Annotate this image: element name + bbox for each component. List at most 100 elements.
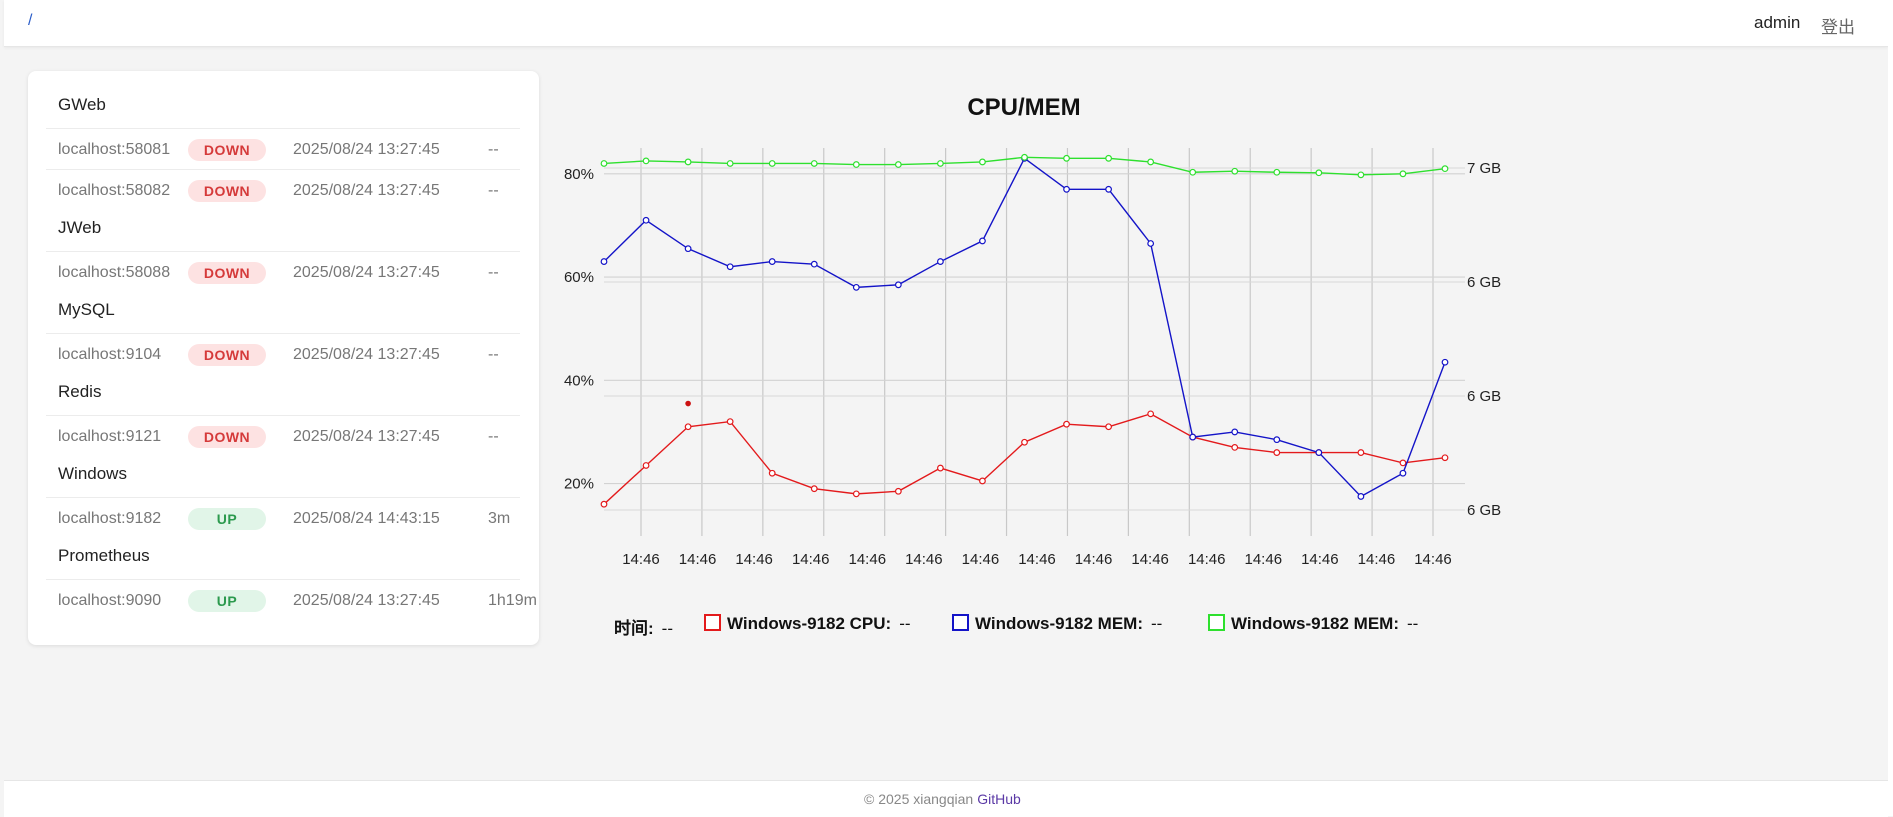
- last-scrape-time: 2025/08/24 13:27:45: [293, 141, 440, 158]
- targets-card: GWeb localhost:58081 DOWN 2025/08/24 13:27:…: [28, 71, 539, 645]
- uptime-duration: 1h19m: [488, 592, 537, 609]
- target-host: localhost:58081: [58, 141, 171, 158]
- x-tick-label: 14:46: [622, 551, 660, 568]
- series-point: [1147, 410, 1155, 418]
- series-point: [1441, 454, 1449, 462]
- target-row[interactable]: localhost:58088 DOWN 2025/08/24 13:27:45 --: [46, 251, 520, 293]
- group-title: Redis: [58, 382, 102, 401]
- series-point: [1231, 167, 1239, 175]
- uptime-duration: --: [488, 141, 499, 158]
- legend-series-mem-blue-label: Windows-9182 MEM: [975, 614, 1138, 633]
- target-row[interactable]: localhost:9121 DOWN 2025/08/24 13:27:45 --: [46, 415, 520, 457]
- legend-swatch-mem-green: [1208, 614, 1225, 631]
- y-tick-label-left: 60%: [564, 269, 594, 286]
- status-badge: DOWN: [188, 262, 266, 284]
- legend-swatch-cpu: [704, 614, 721, 631]
- status-badge: DOWN: [188, 426, 266, 448]
- footer: © 2025 xiangqian GitHub: [4, 780, 1888, 817]
- last-scrape-time: 2025/08/24 14:43:15: [293, 510, 440, 527]
- series-point: [937, 160, 944, 167]
- group-title: JWeb: [58, 218, 102, 237]
- target-row[interactable]: localhost:9182 UP 2025/08/24 14:43:15 3m: [46, 497, 520, 539]
- target-host: localhost:58088: [58, 264, 171, 281]
- series-point: [768, 160, 776, 167]
- series-point: [684, 245, 692, 253]
- series-point: [1399, 170, 1407, 178]
- series-point: [1189, 168, 1197, 176]
- series-point: [1189, 433, 1197, 441]
- series-point: [1147, 240, 1155, 247]
- series-point: [642, 157, 650, 165]
- last-scrape-time: 2025/08/24 13:27:45: [293, 428, 440, 445]
- series-point: [1147, 158, 1155, 166]
- cpu-mem-chart: 20% 40% 60% 80% 6 GB 6 GB 6 GB 7 GB 14:46 14:46 14…: [564, 148, 1501, 568]
- target-row[interactable]: localhost:9090 UP 2025/08/24 13:27:45 1h19m: [46, 579, 537, 621]
- target-host: localhost:9090: [58, 592, 162, 609]
- series-point: [642, 216, 650, 224]
- logout-button[interactable]: 登出: [1821, 18, 1855, 37]
- series-point: [979, 477, 986, 485]
- y-tick-label-left: 20%: [564, 476, 594, 493]
- series-point: [726, 160, 734, 167]
- series-point: [684, 423, 692, 431]
- series-point: [1315, 169, 1323, 177]
- series-point: [1357, 171, 1365, 179]
- group-title: GWeb: [58, 95, 106, 114]
- series-point: [1105, 423, 1112, 431]
- last-scrape-time: 2025/08/24 13:27:45: [293, 264, 440, 281]
- target-host: localhost:58082: [58, 182, 171, 199]
- series-point: [1231, 428, 1239, 436]
- series-point: [810, 260, 818, 268]
- x-tick-label: 14:46: [849, 551, 887, 568]
- series-point: [600, 500, 608, 508]
- series-point: [894, 281, 902, 289]
- legend-series-mem-blue[interactable]: Windows-9182 MEM: --: [952, 614, 1162, 634]
- series-point: [810, 160, 818, 167]
- target-host: localhost:9104: [58, 346, 162, 363]
- y-tick-label-left: 40%: [564, 372, 594, 389]
- breadcrumb-root-link[interactable]: /: [28, 12, 33, 29]
- series-point: [1021, 438, 1028, 446]
- target-row[interactable]: localhost:9104 DOWN 2025/08/24 13:27:45 --: [46, 333, 520, 375]
- current-user: admin: [1754, 13, 1801, 32]
- x-tick-label: 14:46: [679, 551, 717, 568]
- series-point: [726, 263, 734, 271]
- legend-time-label: 时间:: [614, 619, 654, 638]
- series-point: [1273, 449, 1281, 456]
- legend-series-mem-green-value: --: [1407, 614, 1419, 633]
- legend-series-cpu[interactable]: Windows-9182 CPU: --: [704, 614, 911, 634]
- series-point: [810, 485, 818, 493]
- group-title: Prometheus: [58, 546, 150, 565]
- x-tick-label: 14:46: [1188, 551, 1226, 568]
- series-point: [1063, 185, 1070, 193]
- github-link[interactable]: GitHub: [977, 791, 1021, 807]
- status-badge: DOWN: [188, 344, 266, 366]
- legend-time-value: --: [661, 619, 673, 638]
- footer-text: © 2025 xiangqian GitHub: [864, 791, 1021, 807]
- x-tick-label: 14:46: [1414, 551, 1452, 568]
- target-row[interactable]: localhost:58081 DOWN 2025/08/24 13:27:45 --: [46, 128, 520, 170]
- series-point: [1399, 459, 1407, 467]
- series-point: [768, 469, 776, 477]
- legend-series-mem-green[interactable]: Windows-9182 MEM: --: [1208, 614, 1418, 634]
- legend-series-cpu-value: --: [899, 614, 911, 633]
- series-point: [937, 464, 944, 472]
- uptime-duration: --: [488, 346, 499, 363]
- y-tick-label-right: 6 GB: [1467, 502, 1501, 519]
- series-line: [603, 413, 1446, 505]
- target-row[interactable]: localhost:58082 DOWN 2025/08/24 13:27:45 --: [46, 169, 520, 211]
- status-badge: UP: [188, 590, 266, 612]
- y-tick-label-right: 6 GB: [1467, 274, 1501, 291]
- chart-title: CPU/MEM: [967, 94, 1081, 121]
- series-point: [894, 487, 902, 495]
- uptime-duration: --: [488, 264, 499, 281]
- series-point: [979, 158, 986, 166]
- series-point: [1231, 444, 1239, 451]
- x-tick-label: 14:46: [1358, 551, 1396, 568]
- status-badge: DOWN: [188, 180, 266, 202]
- x-tick-label: 14:46: [905, 551, 943, 568]
- legend-series-cpu-label: Windows-9182 CPU: [727, 614, 886, 633]
- last-scrape-time: 2025/08/24 13:27:45: [293, 592, 440, 609]
- legend-swatch-mem-blue: [952, 614, 969, 631]
- series-point: [642, 462, 650, 469]
